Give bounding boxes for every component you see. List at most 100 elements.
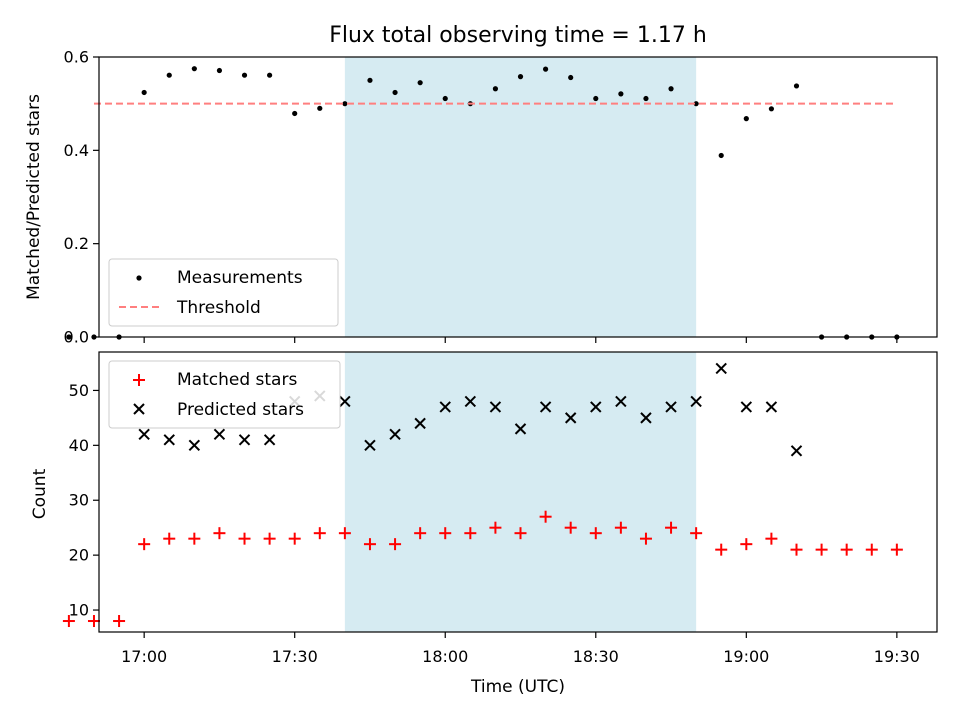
x-axis-label: Time (UTC) [470, 677, 565, 697]
measurement-point [367, 77, 373, 83]
matched-star-point [188, 532, 201, 545]
measurement-point [593, 95, 599, 102]
measurement-point [768, 106, 775, 112]
measurement-point [542, 66, 549, 72]
measurement-point [216, 67, 223, 74]
matched-star-point [840, 543, 853, 556]
matched-star-point [865, 543, 878, 556]
ratio-legend: Measurements Threshold [108, 258, 339, 327]
measurement-point [292, 110, 298, 117]
matched-star-point [464, 527, 477, 540]
predicted-star-point [389, 428, 401, 441]
matched-star-point [890, 543, 903, 556]
predicted-star-point [489, 401, 502, 413]
matched-star-point [213, 527, 226, 540]
matched-star-point [238, 532, 251, 545]
matched-star-point [539, 510, 552, 523]
count-shaded-region [344, 352, 697, 632]
count-y-tick-label: 10 [69, 601, 89, 620]
measurement-point [166, 72, 172, 78]
measurement-point [718, 152, 724, 159]
predicted-star-point [213, 428, 226, 441]
predicted-star-point [414, 417, 426, 430]
legend-predicted-label: Predicted stars [177, 400, 304, 420]
predicted-star-point [539, 401, 552, 413]
matched-star-point [715, 543, 728, 556]
ratio-plot-frame [98, 56, 938, 338]
measurement-point [668, 86, 674, 92]
ratio-y-tick-label: 0.2 [64, 234, 89, 253]
matched-star-point [138, 538, 151, 551]
matched-star-point [765, 532, 778, 545]
measurement-point [317, 105, 323, 111]
measurement-point [392, 89, 398, 96]
predicted-star-point [740, 401, 753, 413]
ratio-panel: 0.0 0.2 0.4 0.6 Matched/Predicted stars Mea… [24, 48, 938, 347]
x-tick-label: 19:30 [874, 647, 920, 666]
legend-matched-marker [133, 374, 145, 386]
ratio-x-ticks [143, 337, 898, 343]
matched-star-point [288, 532, 301, 545]
measurement-point [568, 74, 574, 81]
count-y-ticks: 10 20 30 40 50 [69, 381, 99, 620]
predicted-star-point [640, 412, 652, 424]
legend-measurements-marker [136, 275, 142, 281]
measurement-point [191, 66, 197, 72]
matched-star-point [514, 527, 527, 540]
count-y-tick-label: 50 [69, 381, 89, 400]
predicted-star-point [339, 395, 351, 408]
predicted-star-point [615, 395, 627, 408]
measurement-point [442, 95, 448, 102]
matched-star-point [614, 521, 627, 534]
predicted-star-point [765, 401, 778, 413]
matched-star-point [313, 527, 326, 540]
matched-star-point [564, 521, 577, 534]
ratio-y-tick-label: 0.6 [64, 48, 89, 67]
matched-star-point [790, 543, 803, 556]
measurement-point [66, 334, 72, 340]
matched-star-point [163, 532, 176, 545]
matched-star-point [338, 527, 351, 540]
count-panel: 10 20 30 40 50 17:00 17:30 18:00 18:30 19:00 19:3… [30, 351, 938, 697]
measurement-point [693, 101, 699, 107]
predicted-star-point [715, 362, 727, 375]
predicted-star-point [364, 439, 376, 452]
measurement-point [743, 116, 749, 122]
measurement-point [618, 91, 624, 97]
legend-matched-label: Matched stars [177, 370, 297, 390]
matched-star-point [589, 527, 602, 540]
matched-star-point [389, 538, 402, 551]
measurement-point [793, 83, 800, 89]
measurement-point [643, 95, 649, 102]
legend-predicted-marker [133, 403, 145, 415]
matched-star-point [62, 615, 75, 628]
measurement-point [517, 74, 524, 80]
matched-star-point [439, 527, 452, 540]
ratio-legend-box [108, 258, 339, 327]
matched-star-point [363, 538, 376, 551]
count-y-tick-label: 30 [69, 491, 89, 510]
predicted-star-point [163, 434, 175, 446]
ratio-marks [66, 66, 900, 340]
count-y-axis-label: Count [30, 468, 50, 519]
predicted-star-point [514, 423, 527, 435]
matched-star-point [815, 543, 828, 556]
legend-threshold-label: Threshold [176, 298, 261, 318]
ratio-y-axis-label: Matched/Predicted stars [24, 94, 44, 300]
matched-star-point [113, 615, 126, 628]
predicted-star-point [665, 401, 677, 413]
x-tick-label: 17:30 [272, 647, 318, 666]
measurement-point [342, 101, 348, 107]
count-y-tick-label: 40 [69, 436, 89, 455]
predicted-star-point [464, 395, 477, 408]
predicted-star-point [439, 401, 451, 413]
count-legend: Matched stars Predicted stars [108, 360, 341, 429]
measurement-point [241, 72, 248, 78]
matched-star-point [665, 521, 678, 534]
x-tick-label: 18:00 [422, 647, 468, 666]
chart-title: Flux total observing time = 1.17 h [329, 23, 707, 48]
matched-star-point [690, 527, 703, 540]
predicted-star-point [590, 401, 602, 413]
ratio-y-tick-label: 0.4 [64, 141, 89, 160]
predicted-star-point [263, 434, 276, 446]
